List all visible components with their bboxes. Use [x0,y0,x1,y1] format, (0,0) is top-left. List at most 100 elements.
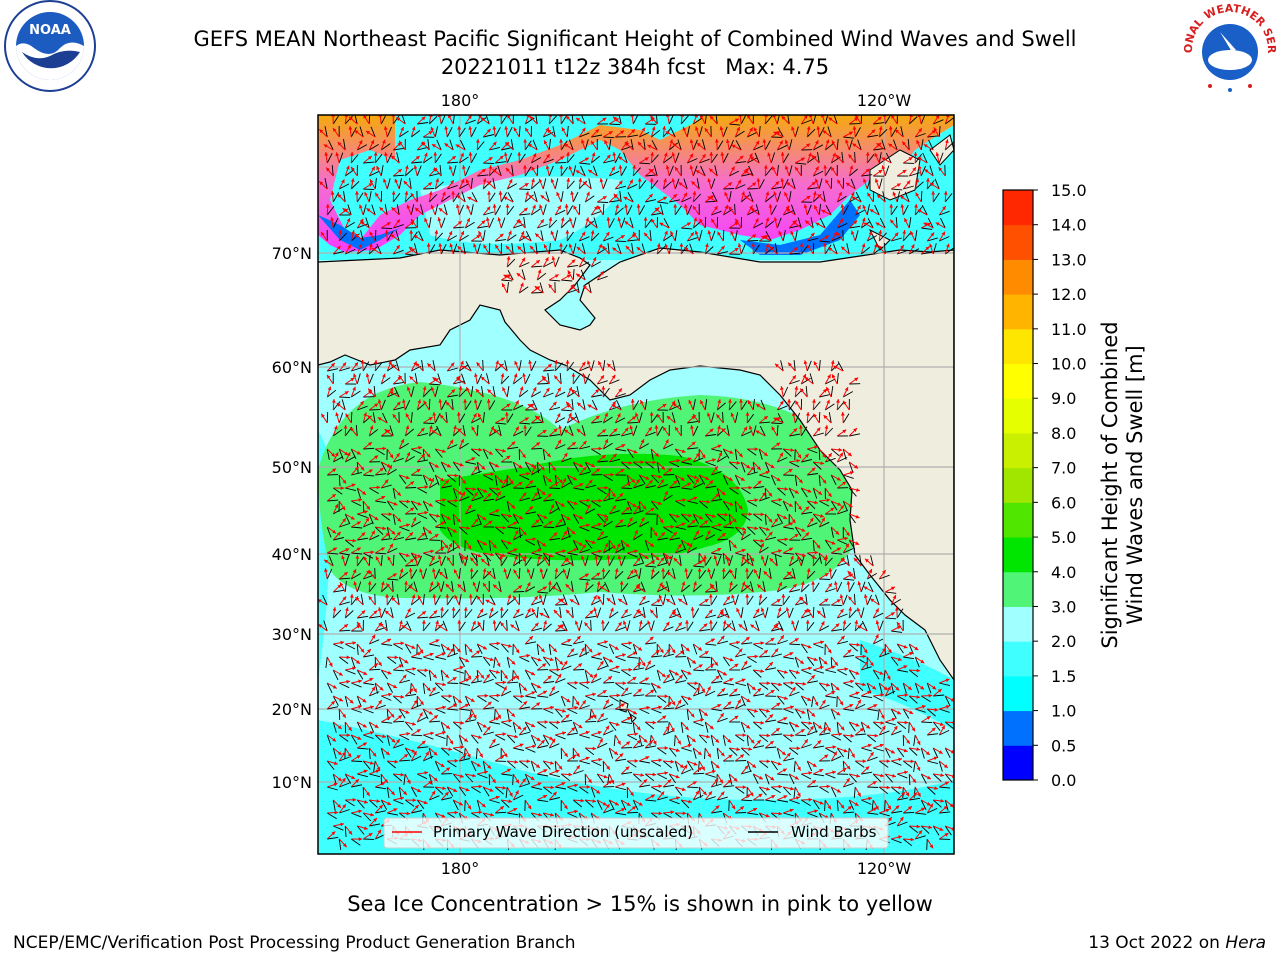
wind-barb [683,178,688,190]
wave-arrow-head [816,126,821,130]
wind-barb [481,386,484,398]
wind-barb [518,567,521,580]
wind-barb [728,584,738,593]
wind-barb [743,620,748,632]
wave-arrow-head [538,178,543,183]
wind-barb [837,640,849,645]
wind-barb [788,487,795,499]
wind-barb [542,552,550,563]
wave-arrow-head [700,400,704,405]
sea-ice-edge-blue-east [740,200,860,255]
wind-barb [333,508,343,515]
wave-arrow-head [835,154,840,159]
wind-barb [488,487,498,496]
wind-barb [362,361,370,372]
wind-barb [626,760,637,768]
wind-barb [741,799,753,802]
wind-barb [824,166,832,177]
wind-barb [512,513,519,524]
wind-barb [393,536,405,541]
wave-arrow-head [566,516,571,520]
wind-barb [705,773,716,778]
wave-arrow-head [537,548,542,553]
wind-barb [764,487,767,500]
wind-barb [344,610,354,619]
wave-arrow-head [370,550,375,555]
wave-arrow-head [681,449,686,453]
wind-barb [470,569,479,580]
wind-barb [543,392,554,398]
wind-barb [797,217,802,229]
wave-arrow-head [396,401,401,406]
wave-arrow-head [374,516,379,521]
wave-arrow-head [832,152,836,157]
wind-barb [686,621,694,632]
wind-barb [656,245,666,255]
wave-arrow-head [411,218,415,223]
wind-barb [554,256,560,268]
wind-barb [561,409,573,412]
wind-barb [566,526,571,538]
wind-barb [783,552,795,555]
wave-arrow-head [406,386,411,391]
wind-barb [650,154,659,164]
wind-barb [440,195,451,203]
wave-arrow-head [511,441,516,446]
wave-arrow-head [720,152,725,156]
wind-barb [386,152,393,164]
wind-barb [393,406,405,411]
wind-barb [596,773,605,784]
wind-barb [566,154,575,164]
wind-barb [396,204,400,216]
wind-barb [543,158,554,164]
wind-barb [512,695,523,703]
wind-barb [404,721,413,731]
wind-barb [662,181,672,190]
wind-barb [333,643,344,649]
wave-arrow-head [330,217,334,221]
wind-barb [423,188,435,190]
wave-arrow-head [799,243,804,247]
wind-barb [380,377,391,385]
wave-arrow-head [351,166,355,171]
wind-barb [830,708,836,720]
wind-barb [758,568,762,580]
wind-barb [788,747,799,755]
wind-barb [621,614,632,619]
wind-barb [812,487,818,499]
wave-arrow-head [930,182,935,187]
wave-arrow-head [376,485,381,490]
wind-barb [327,836,339,840]
wind-barb [731,620,736,632]
wave-arrow-head [817,194,822,199]
wind-barb [810,217,814,229]
wave-arrow-head [849,165,854,170]
wave-arrow-head [330,191,335,195]
wind-barb [501,690,512,697]
wind-barb [794,620,799,632]
wind-barb [404,583,413,593]
wind-barb [669,485,681,489]
wave-arrow-head [509,480,514,485]
wind-barb [801,459,813,463]
wind-barb [398,500,409,509]
wind-barb [651,655,663,658]
wind-barb [662,234,673,242]
wind-barb [356,825,365,835]
wave-arrow-head [847,571,852,575]
wind-barb [578,786,589,794]
wind-barb [735,161,747,164]
wind-barb [543,526,555,528]
wind-barb [793,786,796,798]
wind-barb [380,399,386,411]
wind-barb [488,242,491,255]
wind-barb [639,682,651,685]
wave-arrow-head [360,221,365,225]
wave-arrow-head [688,399,693,404]
wave-arrow-head [559,165,564,169]
wave-arrow-head [877,116,882,121]
wave-arrow-head [924,169,929,173]
wave-arrow-head [367,415,372,420]
wind-barb [777,413,784,424]
wind-barb [428,217,432,229]
